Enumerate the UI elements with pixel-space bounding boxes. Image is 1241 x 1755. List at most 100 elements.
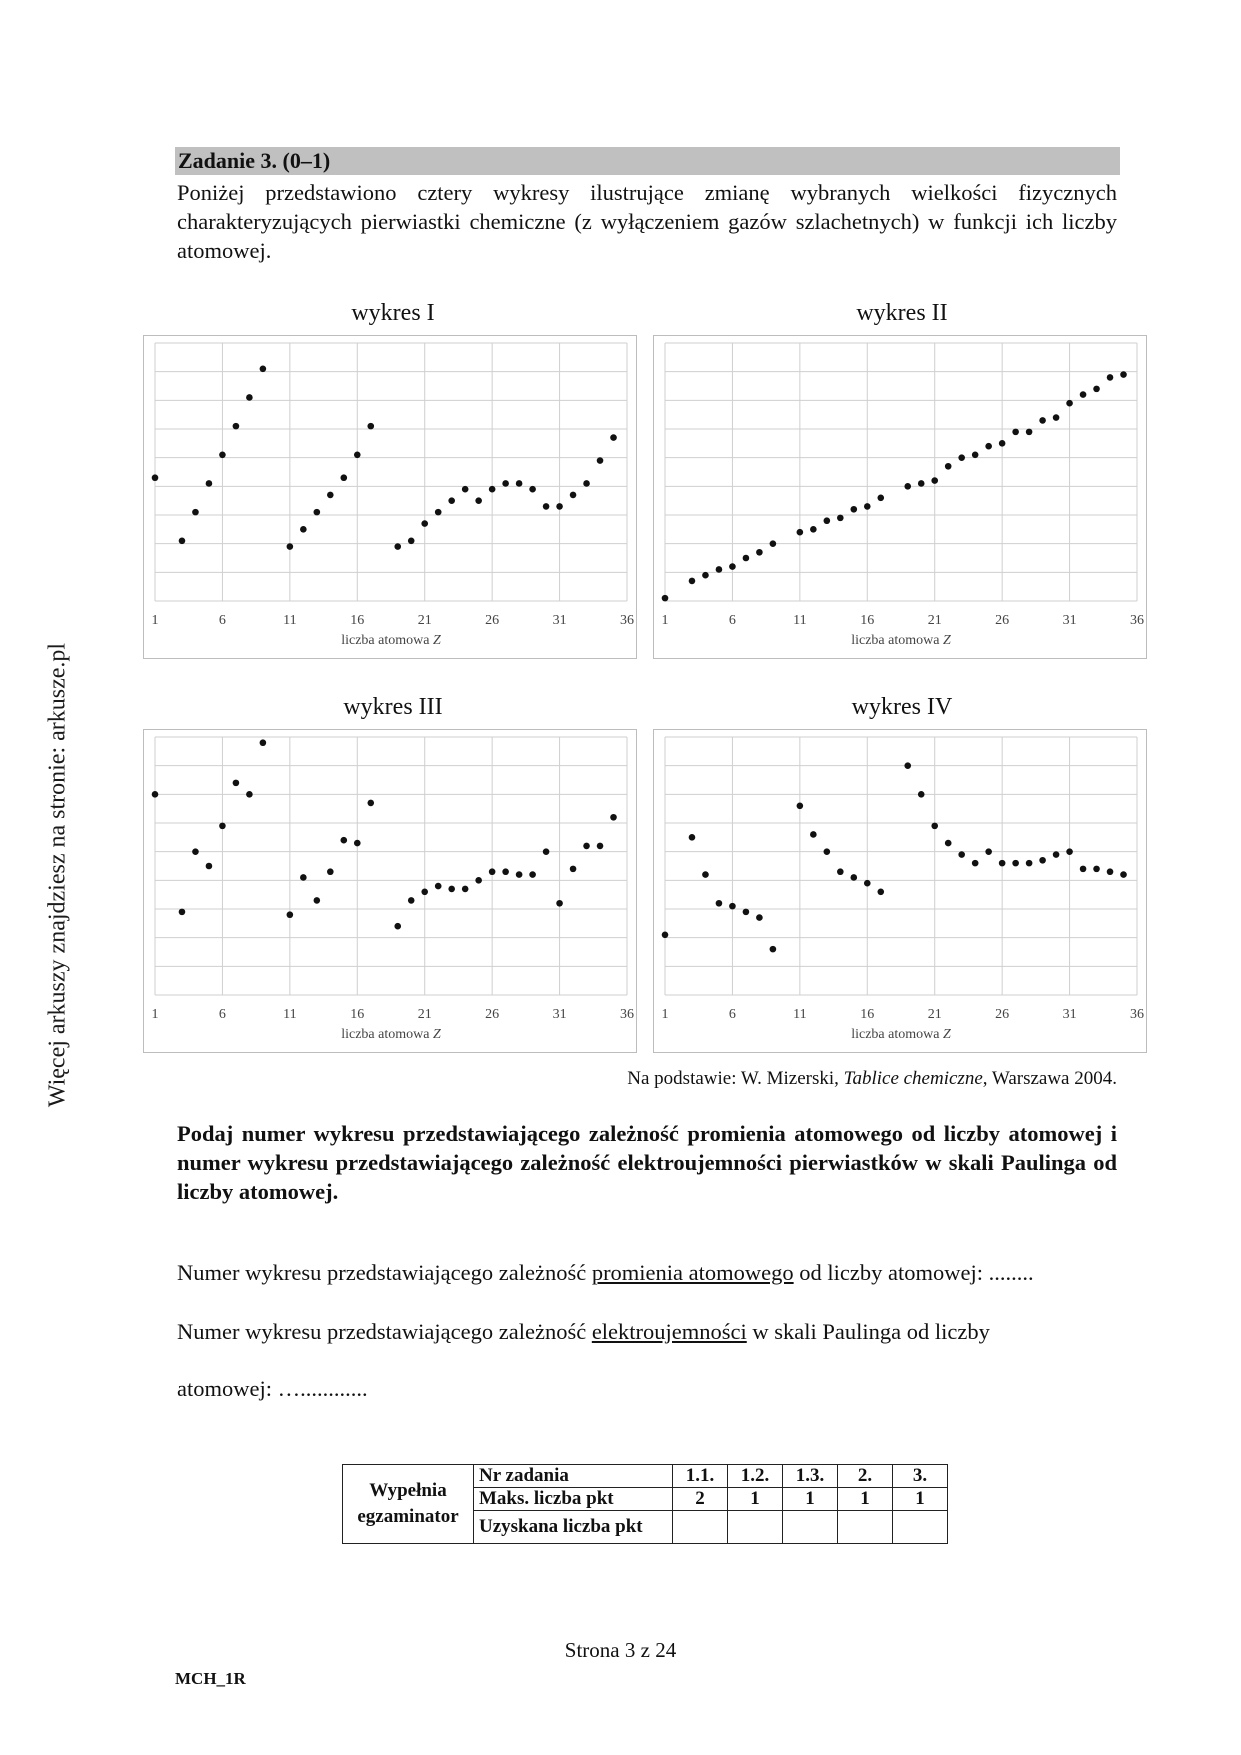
data-point <box>192 848 199 855</box>
data-point <box>192 508 199 516</box>
x-axis-label: liczba atomowa Z <box>851 633 951 648</box>
data-point <box>998 859 1006 867</box>
data-point <box>286 911 294 919</box>
x-tick-label: 31 <box>553 613 567 628</box>
data-point <box>702 571 709 579</box>
data-point <box>985 442 992 450</box>
data-point <box>246 394 253 401</box>
x-tick-label: 16 <box>350 613 364 628</box>
data-point <box>475 497 482 504</box>
x-tick-label: 11 <box>793 1007 806 1022</box>
x-tick-label: 6 <box>219 613 226 628</box>
data-point <box>742 908 750 916</box>
data-point <box>542 848 550 855</box>
data-point <box>205 862 213 870</box>
data-point <box>1025 428 1033 436</box>
data-point <box>502 480 509 487</box>
data-point <box>300 526 307 533</box>
data-point <box>1012 428 1019 436</box>
data-point <box>556 899 563 907</box>
data-point <box>151 791 159 798</box>
data-point <box>877 888 885 896</box>
source-prefix: Na podstawie: W. Mizerski, <box>627 1068 844 1089</box>
data-point <box>421 520 429 527</box>
data-point <box>232 422 240 430</box>
x-tick-label: 31 <box>553 1007 567 1022</box>
data-point <box>542 503 550 510</box>
got-points-cell[interactable] <box>672 1510 728 1544</box>
data-point <box>877 494 885 502</box>
x-tick-label: 26 <box>995 613 1009 628</box>
x-tick-label: 1 <box>152 1007 159 1022</box>
data-point <box>1066 399 1073 407</box>
data-point <box>823 517 831 525</box>
data-point <box>931 822 939 830</box>
answer2-before: Numer wykresu przedstawiającego zależnoś… <box>177 1319 592 1344</box>
chart-title-3: wykres III <box>343 694 443 720</box>
data-point <box>300 874 307 881</box>
data-point <box>917 791 925 798</box>
data-point <box>569 491 577 499</box>
data-point <box>756 914 763 921</box>
answer-line-3: atomowej: …............ <box>177 1376 368 1401</box>
got-points-cell[interactable] <box>782 1510 838 1544</box>
data-point <box>742 554 750 562</box>
data-point <box>178 537 186 545</box>
chart-2: 1 6 11 16 21 26 31 36 liczba atomowa Z <box>653 335 1147 659</box>
data-point <box>556 503 563 510</box>
data-point <box>1039 856 1046 864</box>
x-tick-label: 36 <box>1130 613 1144 628</box>
x-tick-label: 26 <box>995 1007 1009 1022</box>
data-point <box>823 848 831 855</box>
data-point <box>246 791 253 798</box>
data-point <box>904 483 912 490</box>
x-tick-label: 31 <box>1063 1007 1077 1022</box>
got-points-cell[interactable] <box>727 1510 783 1544</box>
data-point <box>863 879 871 887</box>
x-axis-label-text: liczba atomowa <box>851 633 943 648</box>
chart-title-1: wykres I <box>351 300 435 326</box>
source-suffix: , Warszawa 2004. <box>982 1068 1117 1089</box>
data-point <box>688 834 696 841</box>
data-point <box>850 874 858 881</box>
task-intro: Poniżej przedstawiono cztery wykresy ilu… <box>177 180 1117 263</box>
answer1-before: Numer wykresu przedstawiającego zależnoś… <box>177 1260 592 1285</box>
chart-4: 1 6 11 16 21 26 31 36 liczba atomowa Z <box>653 729 1147 1053</box>
data-point <box>958 454 965 461</box>
data-point <box>729 563 736 570</box>
x-tick-label: 11 <box>793 613 806 628</box>
chart-title-4: wykres IV <box>851 694 953 720</box>
data-point <box>529 485 536 493</box>
x-tick-label: 36 <box>620 1007 634 1022</box>
data-point <box>904 762 912 769</box>
data-point <box>688 577 696 585</box>
x-axis-label-text: liczba atomowa <box>341 633 433 648</box>
data-point <box>1066 848 1073 855</box>
got-points-cell[interactable] <box>892 1510 948 1544</box>
data-point <box>1093 385 1100 393</box>
data-point <box>286 543 294 550</box>
data-point <box>958 851 965 858</box>
examiner-label: Wypełnia egzaminator <box>342 1464 474 1544</box>
source-citation: Na podstawie: W. Mizerski, Tablice chemi… <box>627 1068 1117 1090</box>
data-point <box>367 422 375 430</box>
data-point <box>488 485 496 493</box>
data-point <box>367 799 375 807</box>
data-point <box>1079 865 1087 873</box>
data-point <box>702 871 709 878</box>
chart-title-2: wykres II <box>856 300 948 326</box>
data-point <box>407 537 415 545</box>
data-point <box>502 868 509 876</box>
x-axis-label: liczba atomowa Z <box>341 633 441 648</box>
x-axis-label-variable: Z <box>433 633 441 648</box>
answer1-after: od liczby atomowej: ........ <box>793 1260 1034 1285</box>
data-point <box>259 365 267 373</box>
data-point <box>232 779 240 787</box>
got-points-cell[interactable] <box>837 1510 893 1544</box>
side-note: Więcej arkuszy znajdziesz na stronie: ar… <box>44 642 71 1108</box>
data-point <box>661 931 669 939</box>
data-point <box>944 839 952 847</box>
examiner-label-line1: Wypełnia <box>369 1480 447 1501</box>
